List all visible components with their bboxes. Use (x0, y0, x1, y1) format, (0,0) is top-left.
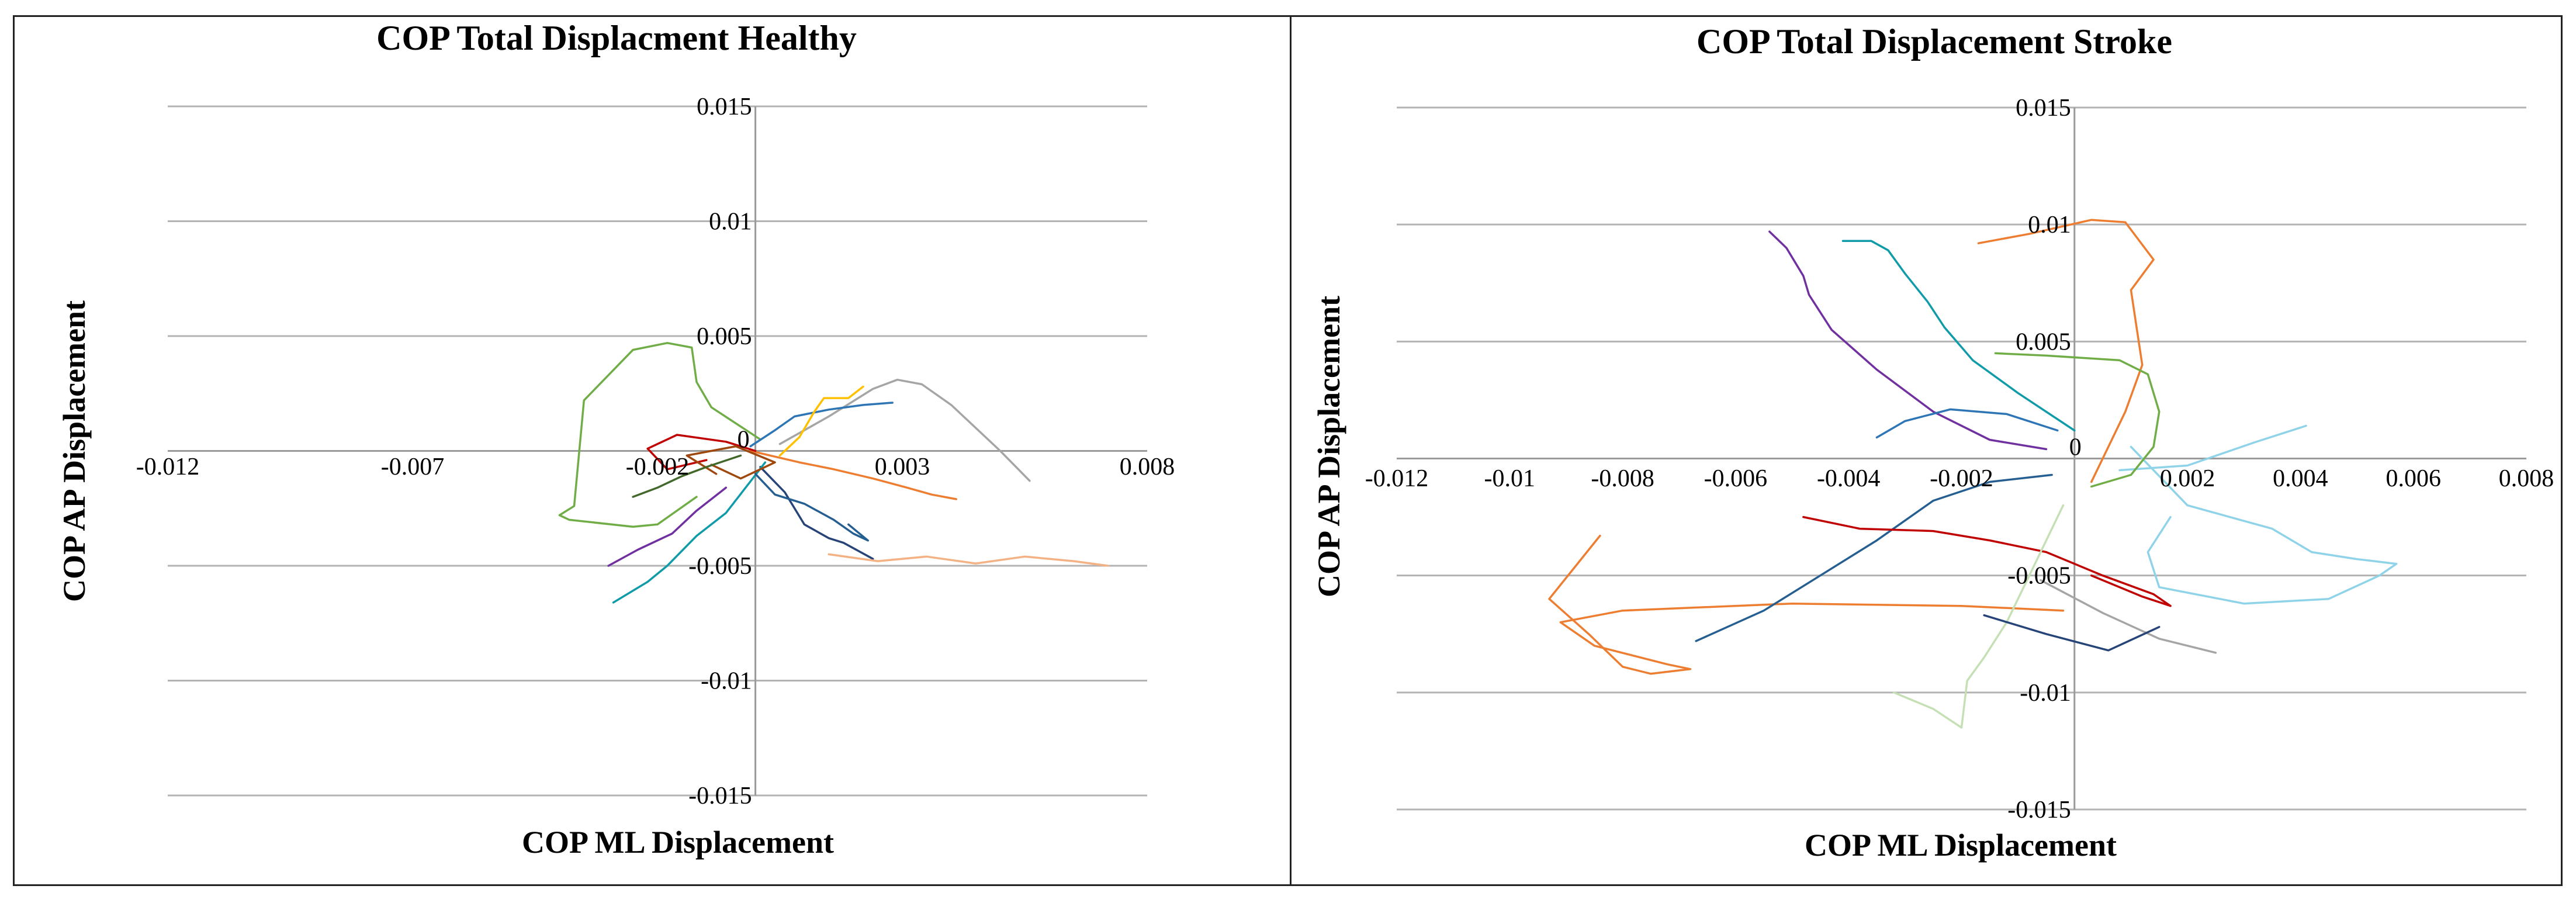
x-tick-label: -0.012 (1365, 465, 1429, 492)
series-trace-13 (632, 454, 742, 498)
series-trace-9 (607, 486, 728, 567)
y-tick-label: -0.005 (688, 553, 752, 580)
series-trace-11 (754, 473, 870, 542)
y-tick-label: 0.01 (2028, 212, 2071, 238)
series-trace-4 (749, 402, 894, 448)
series-trace-7 (2118, 424, 2307, 472)
x-tick-label: -0.01 (1484, 465, 1536, 492)
y-tick-label: -0.01 (701, 668, 752, 695)
series-trace-2 (778, 378, 1031, 482)
x-axis-title: COP ML Displacement (522, 825, 834, 860)
x-tick-label: -0.007 (381, 454, 445, 480)
y-tick-label: 0 (2069, 434, 2082, 461)
chart-stroke: 0.015 0.01 0.005 0 -0.005 -0.01 -0.015 -0.012 -0… (1311, 22, 2554, 863)
x-tick-label: 0.008 (1120, 454, 1175, 480)
y-tick-label: -0.015 (2007, 797, 2071, 824)
x-tick-label: -0.002 (626, 454, 690, 480)
x-tick-label: -0.006 (1704, 465, 1768, 492)
series-trace-3 (1695, 473, 2053, 642)
series-trace-1 (1977, 219, 2155, 483)
chart-panel-healthy: 0.015 0.01 0.005 0 -0.005 -0.01 -0.015 -0.012 -0… (13, 15, 1292, 886)
series-trace-6 (827, 553, 1109, 567)
x-tick-label: -0.002 (1930, 465, 1993, 492)
y-axis-title: COP AP Displacement (57, 300, 92, 602)
x-tick-label: 0.008 (2499, 465, 2554, 492)
y-tick-label: -0.01 (2020, 680, 2071, 707)
series-trace-3 (759, 466, 874, 560)
chart-healthy: 0.015 0.01 0.005 0 -0.005 -0.01 -0.015 -0.012 -0… (57, 19, 1175, 860)
y-axis-title: COP AP Displacement (1311, 296, 1346, 597)
y-tick-label: -0.015 (688, 783, 752, 809)
y-tick-label: 0.015 (2016, 95, 2071, 122)
series-trace-12 (685, 445, 776, 480)
series-trace-13 (1875, 408, 2059, 439)
series-trace-11 (1892, 504, 2065, 729)
x-axis-title: COP ML Displacement (1805, 828, 2117, 863)
x-tick-label: 0.004 (2273, 465, 2328, 492)
x-tick-label: 0.006 (2385, 465, 2441, 492)
y-tick-label: 0.005 (2016, 328, 2071, 355)
chart-panel-stroke: 0.015 0.01 0.005 0 -0.005 -0.01 -0.015 -0.012 -0… (1290, 15, 2563, 886)
chart-title: COP Total Displacment Healthy (376, 19, 857, 57)
y-tick-label: 0.01 (709, 209, 752, 236)
y-tick-label: -0.005 (2007, 563, 2071, 590)
y-tick-label: 0.015 (697, 94, 752, 120)
x-tick-label: 0.003 (875, 454, 930, 480)
series-trace-10 (2040, 579, 2217, 654)
series-trace-5 (749, 449, 957, 500)
chart-title: COP Total Displacement Stroke (1696, 22, 2172, 61)
x-tick-label: 0.002 (2160, 465, 2215, 492)
y-tick-label: 0 (738, 427, 750, 454)
series-trace-6 (2130, 445, 2398, 605)
series-trace-8 (646, 434, 757, 470)
series-trace-9 (1802, 515, 2172, 607)
x-tick-label: -0.012 (136, 454, 200, 480)
x-tick-label: -0.008 (1591, 465, 1654, 492)
series-trace-8 (1994, 352, 2160, 488)
x-tick-label: -0.004 (1817, 465, 1881, 492)
series-trace-4 (1841, 240, 2076, 432)
series-trace-1 (558, 342, 761, 528)
y-tick-label: 0.005 (697, 323, 752, 350)
series-trace-5 (1768, 230, 2048, 451)
series-trace-10 (778, 385, 864, 457)
series-trace-2 (1548, 534, 2065, 675)
series-trace-12 (1983, 614, 2160, 652)
series-trace-7 (612, 461, 767, 604)
